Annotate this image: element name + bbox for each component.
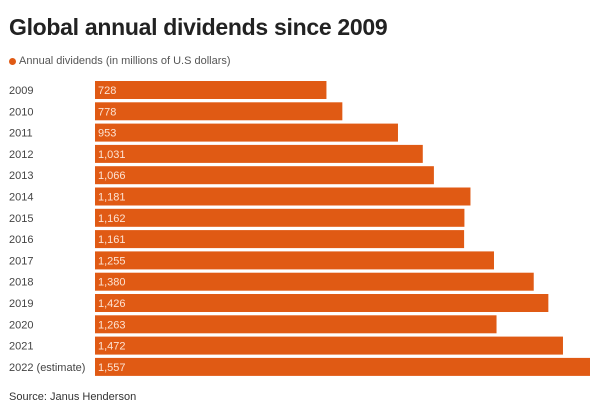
value-label: 1,557 xyxy=(98,362,126,374)
value-label: 1,161 xyxy=(98,234,126,246)
value-label: 953 xyxy=(98,128,116,140)
value-label: 1,162 xyxy=(98,213,126,225)
bar xyxy=(95,166,434,185)
value-label: 1,426 xyxy=(98,298,126,310)
category-label: 2022 (estimate) xyxy=(9,362,85,374)
bar xyxy=(95,294,549,312)
category-label: 2017 xyxy=(9,255,33,267)
value-label: 1,263 xyxy=(98,319,126,331)
category-label: 2011 xyxy=(9,128,33,140)
category-label: 2016 xyxy=(9,234,33,246)
category-label: 2021 xyxy=(9,341,33,353)
category-label: 2010 xyxy=(9,106,33,118)
category-label: 2014 xyxy=(9,192,33,204)
bar xyxy=(95,336,563,355)
legend-label: Annual dividends (in millions of U.S dol… xyxy=(19,55,231,67)
legend-swatch xyxy=(9,57,16,65)
value-label: 1,181 xyxy=(98,192,126,204)
category-label: 2013 xyxy=(9,170,33,182)
bar xyxy=(95,123,398,142)
bar xyxy=(95,187,471,206)
category-label: 2015 xyxy=(9,213,33,225)
value-label: 1,255 xyxy=(98,255,126,267)
value-label: 728 xyxy=(98,85,116,97)
bar xyxy=(95,81,327,99)
bar xyxy=(95,102,343,121)
category-label: 2009 xyxy=(9,85,33,97)
category-label: 2019 xyxy=(9,298,33,310)
category-label: 2012 xyxy=(9,149,33,161)
value-label: 778 xyxy=(98,106,116,118)
chart-title: Global annual dividends since 2009 xyxy=(9,14,388,40)
bar xyxy=(95,208,465,227)
source-note: Source: Janus Henderson xyxy=(9,391,137,403)
value-label: 1,472 xyxy=(98,341,126,353)
bar xyxy=(95,272,534,291)
bar xyxy=(95,357,590,376)
value-label: 1,380 xyxy=(98,277,126,289)
bar xyxy=(95,144,423,163)
value-label: 1,066 xyxy=(98,170,126,182)
value-label: 1,031 xyxy=(98,149,126,161)
category-label: 2018 xyxy=(9,277,33,289)
bar xyxy=(95,230,465,249)
bar xyxy=(95,251,494,270)
category-label: 2020 xyxy=(9,319,33,331)
bar xyxy=(95,315,497,334)
legend: Annual dividends (in millions of U.S dol… xyxy=(9,55,231,67)
